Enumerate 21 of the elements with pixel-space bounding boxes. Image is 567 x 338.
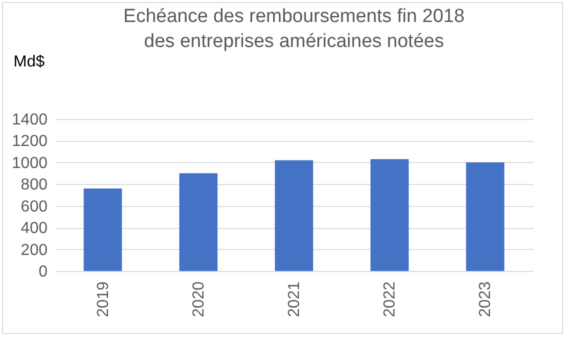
x-tick-label: 2021 (286, 281, 303, 318)
x-tick-label: 2022 (382, 281, 399, 318)
x-tick-label: 2023 (477, 281, 494, 318)
y-tick-label: 400 (20, 220, 48, 238)
x-tick-label: 2020 (190, 281, 208, 318)
y-tick-label: 800 (20, 176, 48, 194)
y-tick-label: 600 (20, 198, 48, 216)
x-tick-label: 2019 (94, 281, 112, 318)
bar (466, 162, 504, 271)
y-tick-label: 1000 (12, 154, 48, 172)
bar (84, 188, 122, 271)
bar (370, 159, 409, 271)
bar (274, 160, 314, 271)
y-tick-label: 200 (20, 242, 48, 259)
text: Echéance des remboursements fin 2018 (123, 6, 465, 27)
y-axis-title: Md$ (14, 54, 45, 70)
y-tick-label: 1400 (12, 112, 48, 128)
bar (179, 173, 218, 271)
y-tick-label: 1200 (12, 133, 48, 150)
text: des entreprises américaines notées (144, 31, 444, 52)
y-tick-label: 0 (38, 264, 48, 280)
